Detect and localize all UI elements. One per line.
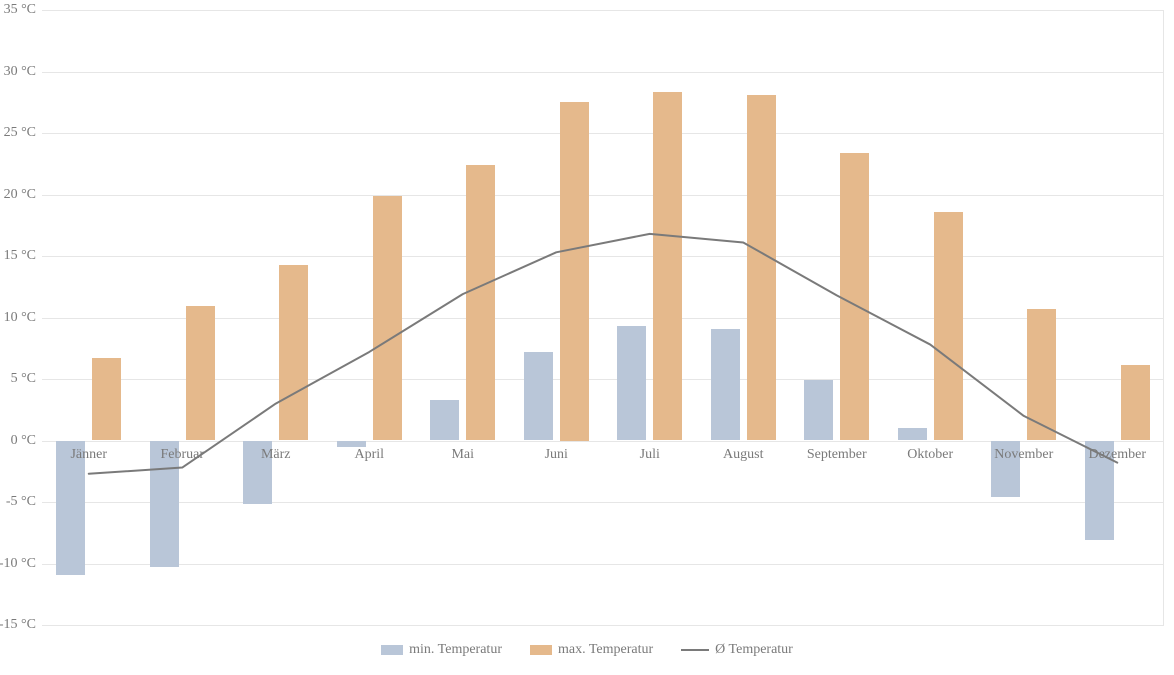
legend-swatch <box>530 645 552 655</box>
legend: min. Temperatur max. Temperatur Ø Temperat… <box>0 642 1174 658</box>
y-tick-label: -5 °C <box>6 494 36 510</box>
gridline <box>42 625 1164 626</box>
avg-temperature-line <box>89 234 1118 474</box>
legend-item: max. Temperatur <box>530 642 653 658</box>
temperature-chart: -15 °C -10 °C -5 °C 0 °C 5 °C 10 °C 15 °C 20 °C… <box>0 0 1174 675</box>
y-tick-label: 15 °C <box>4 248 36 264</box>
legend-line-icon <box>681 649 709 651</box>
y-tick-label: 25 °C <box>4 125 36 141</box>
legend-item: min. Temperatur <box>381 642 502 658</box>
legend-label: max. Temperatur <box>558 642 653 658</box>
legend-label: Ø Temperatur <box>715 642 793 658</box>
y-tick-label: 20 °C <box>4 187 36 203</box>
avg-line-layer <box>42 10 1164 625</box>
y-tick-label: -10 °C <box>0 556 36 572</box>
y-tick-label: 5 °C <box>11 371 36 387</box>
legend-item: Ø Temperatur <box>681 642 793 658</box>
y-tick-label: 35 °C <box>4 2 36 18</box>
y-tick-label: 0 °C <box>11 433 36 449</box>
y-tick-label: -15 °C <box>0 617 36 633</box>
y-tick-label: 10 °C <box>4 310 36 326</box>
y-tick-label: 30 °C <box>4 64 36 80</box>
legend-swatch <box>381 645 403 655</box>
plot-area: -15 °C-10 °C-5 °C0 °C5 °C10 °C15 °C20 °C… <box>42 10 1164 625</box>
legend-label: min. Temperatur <box>409 642 502 658</box>
